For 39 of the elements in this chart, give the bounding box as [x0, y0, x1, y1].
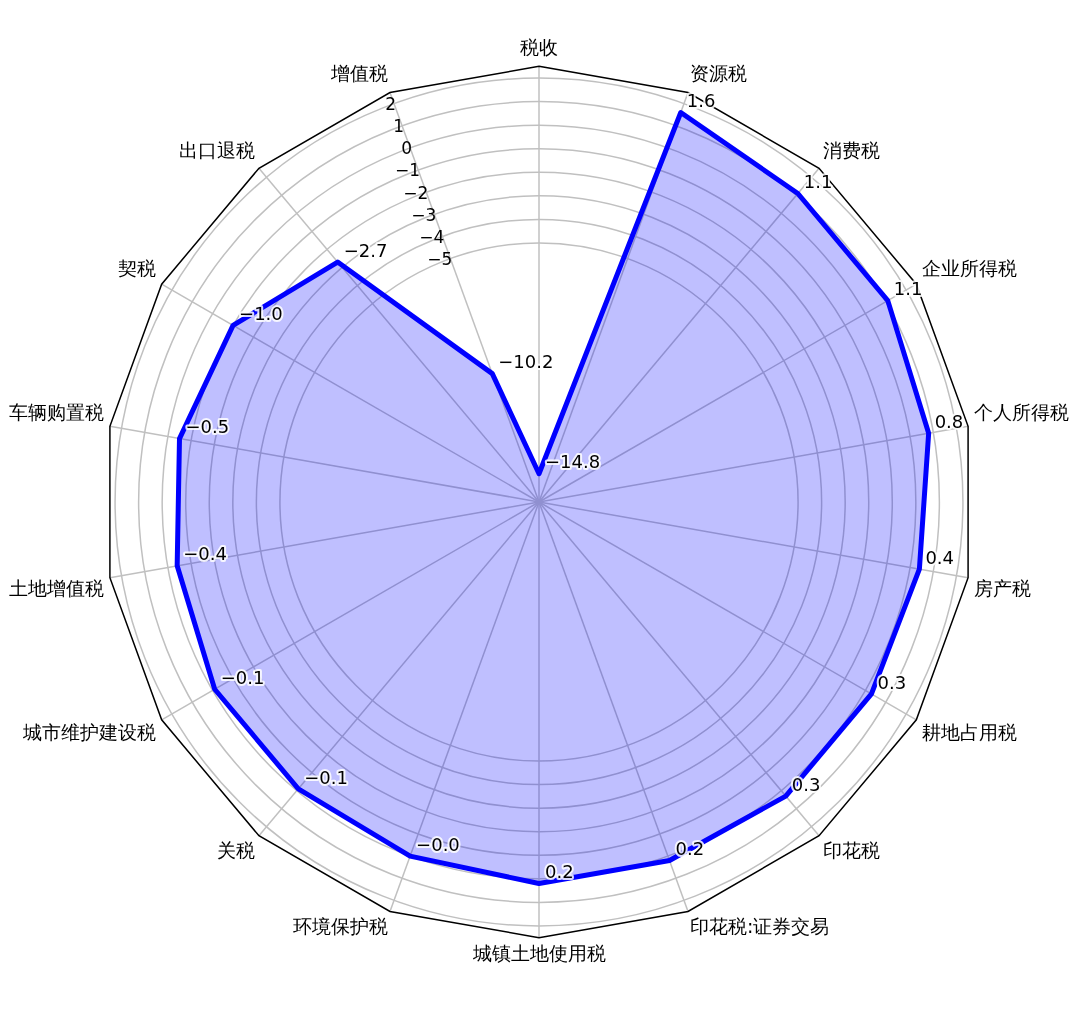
spoke-label: 车辆购置税	[9, 400, 104, 423]
y-tick-label: 0	[401, 138, 413, 159]
data-label: −0.4	[183, 543, 227, 565]
data-label: 0.4	[925, 546, 955, 568]
spoke-label: 城市维护建设税	[22, 721, 157, 744]
data-label: 1.1	[803, 171, 833, 193]
spoke-label: 城镇土地使用税	[471, 942, 606, 965]
data-label: 0.2	[545, 861, 574, 883]
spoke-label: 出口退税	[179, 139, 256, 162]
spoke-label: 耕地占用税	[921, 721, 1017, 744]
spoke-label: 关税	[217, 838, 256, 861]
data-label: −0.0	[416, 833, 460, 855]
data-label: −14.8	[545, 451, 601, 473]
spoke-label: 印花税:证券交易	[690, 915, 830, 938]
spoke-label: 资源税	[690, 62, 748, 85]
spoke-label: 企业所得税	[921, 256, 1017, 279]
spoke-label: 环境保护税	[292, 915, 388, 938]
y-tick-label: −2	[403, 182, 429, 203]
data-label: −0.1	[220, 666, 265, 688]
spoke-label: 个人所得税	[974, 400, 1069, 423]
data-label: −0.1	[304, 766, 349, 788]
y-tick-label: 2	[385, 94, 397, 115]
data-label: 0.3	[877, 671, 907, 693]
spoke-label: 税收	[520, 35, 558, 58]
spoke-label: 消费税	[822, 139, 880, 162]
spoke-label: 土地增值税	[9, 577, 104, 600]
data-label: 0.8	[934, 410, 964, 432]
y-tick-label: 1	[393, 116, 405, 137]
y-tick-label: −5	[427, 248, 453, 269]
spoke-label: 契税	[118, 256, 157, 279]
data-label: −2.7	[343, 239, 388, 261]
y-tick-label: −4	[419, 226, 445, 247]
data-label: −10.2	[498, 351, 554, 373]
y-tick-label: −1	[395, 160, 421, 181]
spoke-label: 印花税	[822, 838, 880, 861]
y-tick-label: −3	[411, 204, 437, 225]
spoke-label: 增值税	[329, 62, 388, 85]
spoke-label: 房产税	[974, 577, 1031, 600]
data-label: −0.5	[185, 416, 230, 438]
